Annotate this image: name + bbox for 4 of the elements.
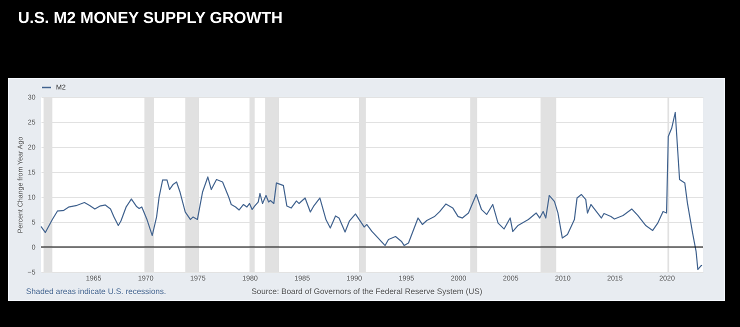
chart-title: U.S. M2 MONEY SUPPLY GROWTH bbox=[17, 9, 284, 29]
text: Shaded areas indicate U.S. recessions. bbox=[26, 287, 168, 296]
line-series bbox=[40, 112, 703, 270]
source-note: Source: Board of Governors of the Federal Reserve System (US) bbox=[251, 287, 484, 296]
